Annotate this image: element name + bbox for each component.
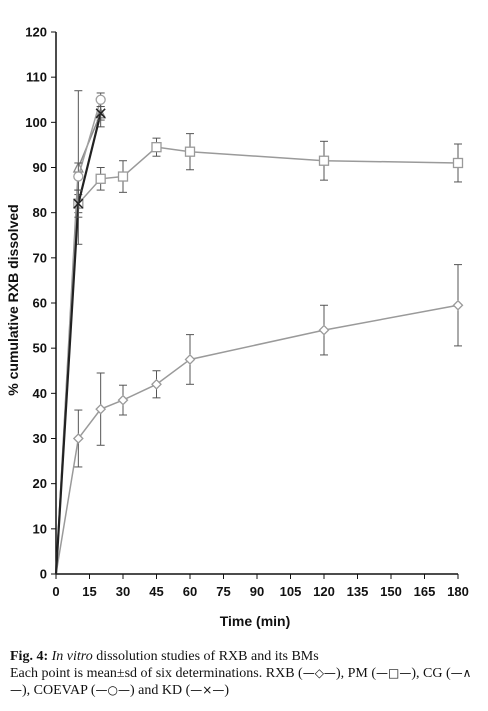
x-tick-label: 165 [414,584,436,599]
data-point-rxb [72,433,84,444]
y-tick-label: 100 [25,115,47,130]
data-point-rxb [151,378,162,390]
caption-kd-prefix: ) and KD ( [130,683,191,698]
y-tick-label: 30 [33,431,47,446]
y-tick-label: 60 [33,296,47,311]
data-point-coevap [95,94,106,105]
x-tick-label: 15 [82,584,96,599]
data-point-rxb [318,324,330,336]
rxb-symbol-icon: —◇— [302,666,336,680]
y-tick-label: 50 [33,341,47,356]
figure-caption: Fig. 4: In vitro dissolution studies of … [10,648,486,699]
y-tick-label: 90 [33,160,47,175]
chart-svg: 0 10 20 30 40 50 60 70 80 90 100 110 120 0 15 30 45 60 75 9… [5,25,469,630]
pm-symbol-icon: —□— [376,666,412,680]
data-point-pm [95,173,106,184]
dissolution-chart: 0 10 20 30 40 50 60 70 80 90 100 110 120 0 15 30 45 60 75 9… [5,25,469,630]
data-point-rxb [117,394,129,406]
caption-suffix: ) [224,683,229,698]
y-tick-label: 110 [26,70,47,85]
series-rxb [55,264,464,575]
series-line-pm [55,146,459,575]
series-coevap [55,92,106,575]
y-tick-label: 0 [40,567,47,582]
caption-cg-prefix: ), CG ( [411,666,451,681]
data-point-kd [73,198,84,209]
x-axis-title: Time (min) [220,613,291,629]
caption-line-1: Fig. 4: In vitro dissolution studies of … [10,648,486,665]
y-tick-label: 40 [33,386,47,401]
x-tick-label: 90 [250,584,264,599]
x-tick-label: 30 [116,584,130,599]
x-tick-label: 75 [216,584,230,599]
chart-series-layer [54,90,464,575]
caption-line-2: Each point is mean±sd of six determinati… [10,665,486,699]
caption-note: Each point is mean±sd of six determinati… [10,666,303,681]
x-tick-label: 105 [280,584,302,599]
x-tick-label: 0 [52,584,59,599]
x-tick-label: 135 [347,584,369,599]
caption-italic-term: In vitro [51,649,93,664]
y-tick-label: 20 [33,476,47,491]
data-point-pm [117,171,129,182]
caption-fig-label: Fig. 4: [10,649,49,664]
data-point-rxb [452,299,464,311]
y-axis-title: % cumulative RXB dissolved [5,204,21,395]
coevap-symbol-icon: —○— [95,683,130,697]
data-point-kd [95,108,106,119]
data-point-pm [151,142,162,153]
chart-axes: 0 10 20 30 40 50 60 70 80 90 100 110 120 0 15 30 45 60 75 9… [25,25,469,600]
y-tick-label: 10 [33,521,47,536]
series-kd [54,106,106,575]
data-point-pm [452,157,464,169]
y-tick-label: 80 [33,205,47,220]
series-pm [55,133,464,575]
caption-coevap-prefix: ), COEVAP ( [22,683,96,698]
series-line-rxb [55,304,459,575]
data-point-coevap [73,171,84,182]
x-tick-label: 45 [149,584,163,599]
caption-pm-prefix: ), PM ( [335,666,376,681]
x-tick-label: 180 [447,584,469,599]
x-tick-label: 120 [313,584,335,599]
x-tick-label: 150 [380,584,402,599]
cg-symbol-icon: —∧— [10,666,472,697]
kd-symbol-icon: —×— [190,683,225,697]
x-tick-label: 60 [183,584,197,599]
data-point-rxb [184,354,196,365]
y-tick-label: 70 [33,250,47,265]
caption-title: dissolution studies of RXB and its BMs [92,649,319,664]
data-point-rxb [95,403,107,415]
data-point-pm [318,155,330,166]
y-tick-label: 120 [25,25,47,40]
data-point-pm [184,146,196,157]
